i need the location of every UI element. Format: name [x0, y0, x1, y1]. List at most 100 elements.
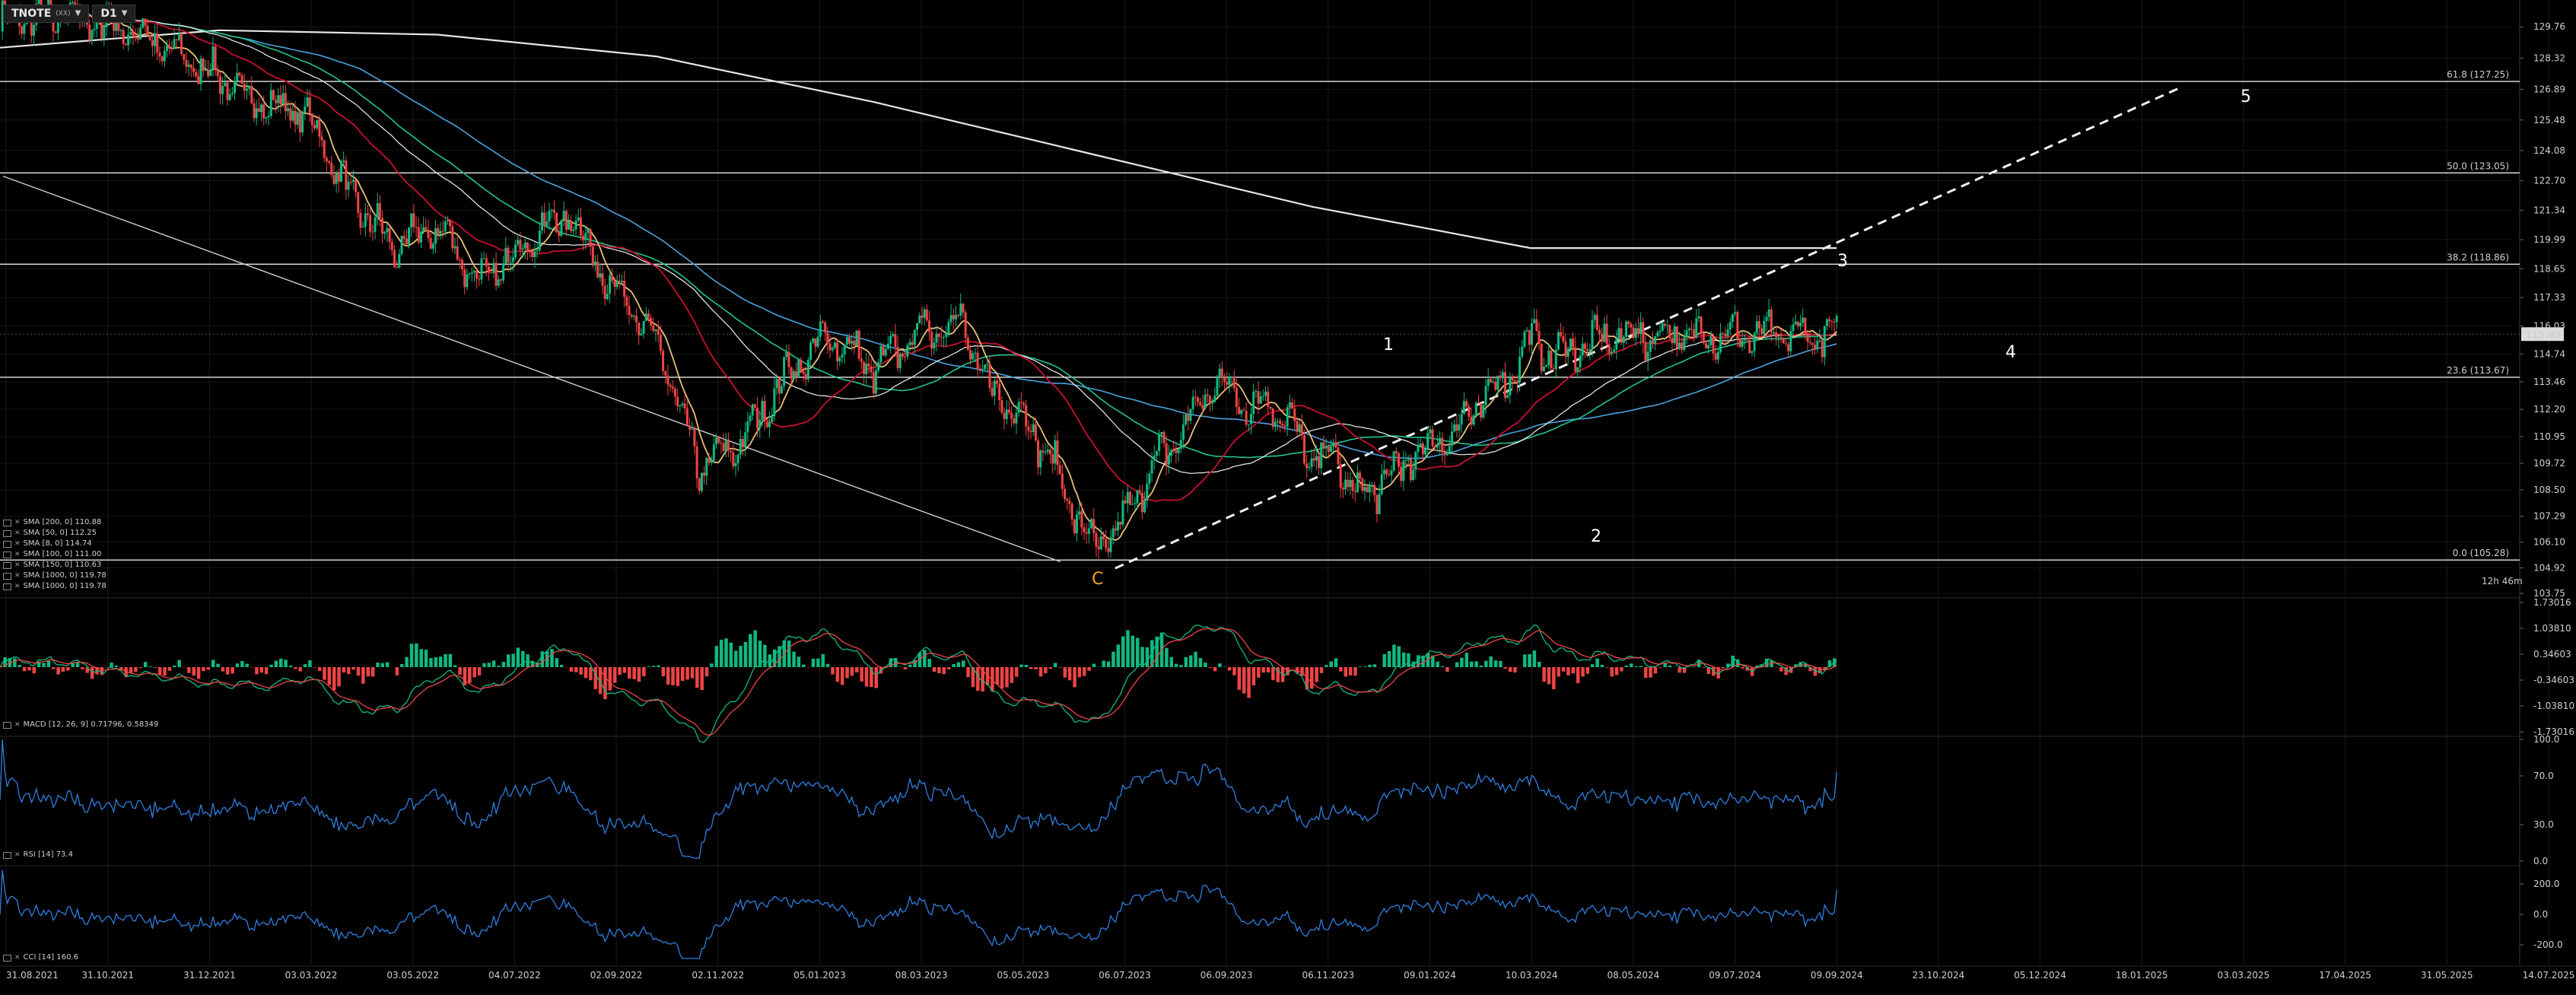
candle-body [1460, 414, 1463, 425]
indicator-settings-icon[interactable] [3, 721, 11, 729]
indicator-settings-icon[interactable] [3, 583, 11, 590]
macd-histogram-bar [1266, 667, 1271, 672]
candle-body [1099, 536, 1102, 550]
macd-histogram-bar [680, 667, 685, 682]
candle-body [1136, 490, 1139, 504]
candle-body [1090, 519, 1093, 529]
candle-body [1281, 424, 1284, 426]
candle-body [662, 351, 665, 371]
candle-body [698, 478, 701, 491]
candle-body [1773, 332, 1776, 333]
candle-body [1617, 328, 1620, 339]
macd-histogram-bar [17, 665, 21, 667]
close-icon[interactable]: ✕ [14, 583, 21, 590]
indicator-settings-icon[interactable] [3, 540, 11, 548]
macd-histogram-bar [1131, 635, 1135, 667]
candle-body [294, 110, 297, 125]
candle-body [1271, 408, 1274, 428]
candle-body [1172, 450, 1175, 451]
candle-body [1569, 339, 1572, 349]
macd-histogram-bar [956, 662, 961, 667]
candle-body [1208, 396, 1211, 404]
candle-body [248, 85, 251, 89]
macd-histogram-bar [85, 667, 90, 673]
candle-body [599, 273, 602, 278]
close-icon[interactable]: ✕ [14, 572, 21, 580]
indicator-settings-icon[interactable] [3, 561, 11, 569]
candle-body [1770, 309, 1773, 333]
close-icon[interactable]: ✕ [14, 540, 21, 548]
candle-body [998, 383, 1001, 401]
candle-body [695, 446, 698, 478]
candle-body [1155, 450, 1158, 456]
macd-histogram-bar [1663, 663, 1667, 667]
candle-body [816, 336, 819, 347]
candle-body [1181, 424, 1185, 440]
indicator-settings-icon[interactable] [3, 954, 11, 962]
macd-histogram-bar [632, 667, 636, 679]
date-axis-label: 05.01.2023 [793, 970, 846, 981]
candle-body [1550, 350, 1553, 368]
macd-histogram-bar [540, 651, 545, 667]
macd-histogram-bar [22, 667, 27, 672]
timeframe-selector[interactable]: D1 ▼ [92, 5, 136, 23]
indicator-settings-icon[interactable] [3, 551, 11, 558]
candle-body [1283, 425, 1286, 427]
candle-body [1716, 351, 1719, 360]
price-axis-label: 109.72 [2533, 458, 2565, 469]
candle-body [1255, 390, 1258, 392]
close-icon[interactable]: ✕ [14, 721, 21, 729]
candle-body [257, 108, 260, 113]
date-axis-label: 09.07.2024 [1709, 970, 1761, 981]
candle-body [95, 19, 98, 29]
candle-body [1823, 326, 1826, 358]
indicator-settings-icon[interactable] [3, 851, 11, 859]
candle-body [712, 444, 715, 461]
indicator-settings-icon[interactable] [3, 572, 11, 580]
macd-axis-label: 0.34603 [2533, 649, 2571, 660]
candle-body [1654, 336, 1657, 344]
indicator-settings-icon[interactable] [3, 529, 11, 537]
candle-body [1811, 342, 1814, 345]
candle-body [664, 370, 667, 376]
close-icon[interactable]: ✕ [14, 519, 21, 526]
macd-histogram-bar [1585, 667, 1590, 674]
price-indicator-legend: ✕ SMA [200, 0] 110.88 ✕ SMA [50, 0] 112.25 ✕… [3, 517, 107, 592]
candle-body [245, 88, 248, 91]
candle-body [1675, 326, 1678, 348]
indicator-settings-icon[interactable] [3, 519, 11, 526]
close-icon[interactable]: ✕ [14, 529, 21, 537]
candle-body [461, 259, 464, 270]
candle-body [1826, 319, 1829, 326]
symbol-selector[interactable]: TNOTE (XX) ▼ [3, 5, 90, 23]
candle-body [579, 217, 582, 236]
macd-histogram-bar [323, 667, 326, 680]
candle-body [901, 354, 904, 357]
close-icon[interactable]: ✕ [14, 561, 21, 569]
candle-body [640, 333, 643, 335]
macd-histogram-bar [1469, 661, 1474, 667]
candle-body [787, 351, 790, 367]
candle-body [1312, 458, 1315, 461]
candle-body [1167, 456, 1170, 465]
candle-body [809, 342, 813, 361]
candle-body [204, 69, 207, 72]
macd-histogram-bar [61, 667, 65, 672]
candle-body [320, 136, 323, 141]
macd-histogram-bar [124, 667, 128, 678]
candle-body [364, 213, 367, 227]
close-icon[interactable]: ✕ [14, 954, 21, 962]
candle-body [119, 30, 122, 31]
candle-body [1564, 341, 1567, 358]
macd-histogram-bar [1271, 667, 1275, 681]
macd-histogram-bar [1581, 667, 1585, 677]
close-icon[interactable]: ✕ [14, 851, 21, 859]
date-axis-label: 08.05.2024 [1608, 970, 1660, 981]
macd-histogram-bar [1590, 664, 1595, 667]
candle-body [1779, 336, 1783, 339]
candle-body [1489, 379, 1492, 383]
macd-histogram-bar [739, 645, 743, 667]
close-icon[interactable]: ✕ [14, 551, 21, 558]
macd-histogram-bar [1682, 667, 1687, 673]
